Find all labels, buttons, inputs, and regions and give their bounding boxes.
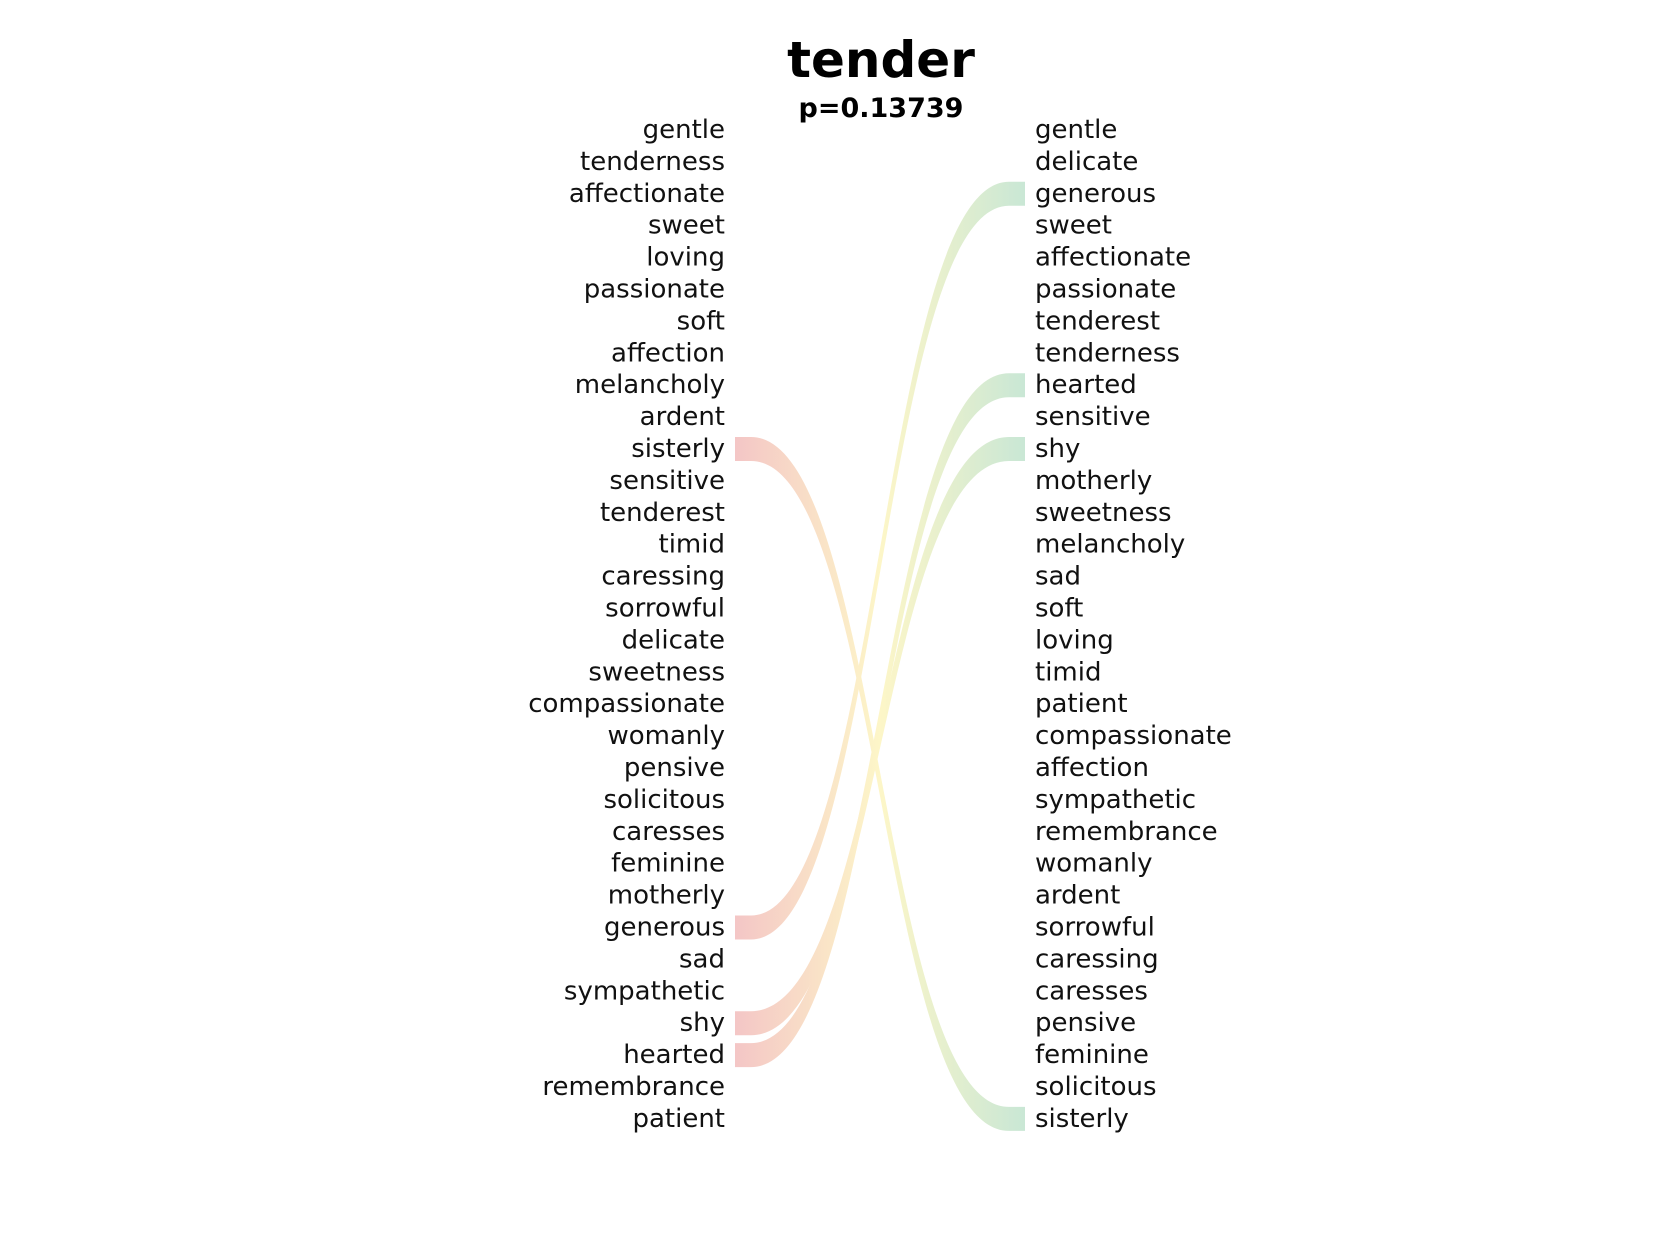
- right-word-caresses: caresses: [1035, 976, 1148, 1006]
- left-word-melancholy: melancholy: [575, 370, 725, 400]
- right-word-sorrowful: sorrowful: [1035, 913, 1155, 943]
- left-word-shy: shy: [680, 1008, 725, 1038]
- right-word-delicate: delicate: [1035, 147, 1138, 177]
- left-word-tenderest: tenderest: [600, 498, 725, 528]
- right-word-soft: soft: [1035, 594, 1083, 624]
- left-word-ardent: ardent: [640, 402, 725, 432]
- right-word-pensive: pensive: [1035, 1008, 1136, 1038]
- left-word-passionate: passionate: [584, 275, 725, 305]
- left-word-patient: patient: [632, 1104, 725, 1134]
- right-word-affection: affection: [1035, 753, 1149, 783]
- left-word-sad: sad: [679, 944, 725, 974]
- left-word-loving: loving: [646, 243, 725, 273]
- left-word-tenderness: tenderness: [580, 147, 725, 177]
- right-word-feminine: feminine: [1035, 1040, 1149, 1070]
- right-word-tenderness: tenderness: [1035, 338, 1180, 368]
- left-word-pensive: pensive: [624, 753, 725, 783]
- right-word-tenderest: tenderest: [1035, 306, 1160, 336]
- left-word-compassionate: compassionate: [528, 689, 725, 719]
- right-word-timid: timid: [1035, 657, 1101, 687]
- left-word-list: gentletendernessaffectionatesweetlovingp…: [528, 115, 725, 1134]
- right-word-gentle: gentle: [1035, 115, 1117, 145]
- right-word-womanly: womanly: [1035, 849, 1153, 879]
- left-word-motherly: motherly: [608, 881, 725, 911]
- link-band-hearted: [735, 373, 1025, 1068]
- diagram-subtitle: p=0.13739: [798, 93, 964, 124]
- left-word-affection: affection: [611, 338, 725, 368]
- right-word-compassionate: compassionate: [1035, 721, 1232, 751]
- left-word-sympathetic: sympathetic: [564, 976, 725, 1006]
- diagram-title: tender: [787, 31, 975, 89]
- right-word-patient: patient: [1035, 689, 1128, 719]
- left-word-caresses: caresses: [612, 817, 725, 847]
- left-word-remembrance: remembrance: [542, 1072, 725, 1102]
- left-word-caressing: caressing: [601, 562, 725, 592]
- left-word-sweetness: sweetness: [588, 657, 725, 687]
- right-word-sweet: sweet: [1035, 211, 1112, 241]
- right-word-remembrance: remembrance: [1035, 817, 1218, 847]
- left-word-hearted: hearted: [623, 1040, 725, 1070]
- right-word-sympathetic: sympathetic: [1035, 785, 1196, 815]
- right-word-solicitous: solicitous: [1035, 1072, 1157, 1102]
- right-word-sweetness: sweetness: [1035, 498, 1172, 528]
- right-word-sad: sad: [1035, 562, 1081, 592]
- right-word-ardent: ardent: [1035, 881, 1120, 911]
- left-word-sweet: sweet: [648, 211, 725, 241]
- right-word-motherly: motherly: [1035, 466, 1152, 496]
- left-word-generous: generous: [604, 913, 725, 943]
- left-word-delicate: delicate: [622, 625, 725, 655]
- left-word-womanly: womanly: [607, 721, 725, 751]
- left-word-soft: soft: [677, 306, 725, 336]
- left-word-feminine: feminine: [611, 849, 725, 879]
- right-word-passionate: passionate: [1035, 275, 1176, 305]
- left-word-affectionate: affectionate: [569, 179, 725, 209]
- left-word-sisterly: sisterly: [631, 434, 725, 464]
- right-word-shy: shy: [1035, 434, 1080, 464]
- right-word-melancholy: melancholy: [1035, 530, 1185, 560]
- right-word-sisterly: sisterly: [1035, 1104, 1129, 1134]
- right-word-caressing: caressing: [1035, 944, 1159, 974]
- right-word-affectionate: affectionate: [1035, 243, 1191, 273]
- right-word-sensitive: sensitive: [1035, 402, 1151, 432]
- right-word-generous: generous: [1035, 179, 1156, 209]
- link-band-shy: [735, 437, 1025, 1036]
- link-band-generous: [735, 181, 1025, 940]
- link-band-sisterly: [735, 437, 1025, 1131]
- left-word-timid: timid: [659, 530, 725, 560]
- links-group: [735, 181, 1025, 1131]
- left-word-sensitive: sensitive: [609, 466, 725, 496]
- left-word-sorrowful: sorrowful: [605, 594, 725, 624]
- right-word-list: gentledelicategeneroussweetaffectionatep…: [1035, 115, 1232, 1134]
- left-word-gentle: gentle: [643, 115, 725, 145]
- right-word-hearted: hearted: [1035, 370, 1137, 400]
- left-word-solicitous: solicitous: [603, 785, 725, 815]
- right-word-loving: loving: [1035, 625, 1114, 655]
